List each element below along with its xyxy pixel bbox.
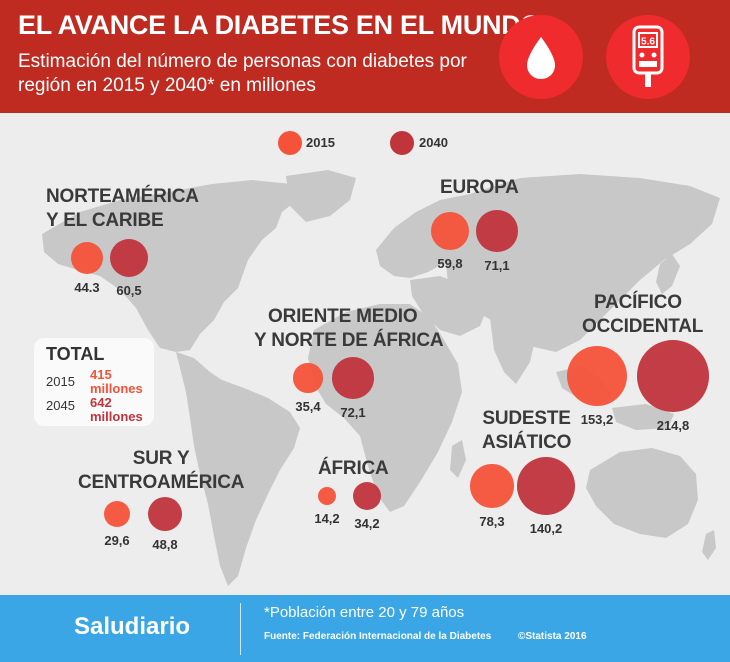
bubble-sur-centroamerica-2040 [147,496,183,532]
world-map [42,170,720,586]
region-label-sudeste: SUDESTE ASIÁTICO [482,408,572,453]
bubble-sur-centroamerica-2015 [103,500,131,528]
total-value-1: 415 millones [90,367,143,396]
region-label-norteamerica: NORTEAMÉRICA Y EL CARIBE [46,186,199,231]
page-subtitle: Estimación del número de personas con di… [18,51,467,96]
legend-2040-swatch [390,131,414,155]
brand-logo: Saludiario [74,613,191,640]
footnote: *Población entre 20 y 79 años [264,604,465,621]
value-label-oriente-medio-2040: 72,1 [340,404,366,420]
legend-2040-label: 2040 [419,135,448,150]
header-banner: EL AVANCE LA DIABETES EN EL MUNDO Estima… [0,0,730,113]
value-label-africa-2015: 14,2 [314,511,340,527]
bubble-oriente-medio-2015 [293,363,323,393]
region-label-sur-centroamerica: SUR Y CENTROAMÉRICA [78,448,245,493]
bubble-norteamerica-2015 [70,241,104,275]
bubble-africa-2015 [317,486,337,506]
bubble-pacifico-2015 [566,345,628,407]
blood-drop-icon [499,15,583,99]
bubble-oriente-medio-2040 [332,357,374,399]
legend-2015-swatch [278,131,302,155]
region-label-europa: EUROPA [440,177,519,198]
region-label-pacifico: PACÍFICO OCCIDENTAL [582,292,704,337]
bubble-pacifico-2040 [637,340,709,412]
legend-2015-label: 2015 [306,135,335,150]
bubble-sudeste-2040 [517,457,575,515]
value-label-sudeste-2015: 78,3 [479,513,505,529]
value-label-europa-2015: 59,8 [437,255,463,271]
value-label-africa-2040: 34,2 [354,516,380,532]
total-summary-box: TOTAL 2015 415 millones 2045 642 millone… [34,338,154,426]
footer-divider [240,603,241,655]
total-value-2: 642 millones [90,395,143,424]
value-label-sudeste-2040: 140,2 [529,520,563,536]
value-label-oriente-medio-2015: 35,4 [295,398,321,414]
glucose-meter-icon: 5.6 [606,15,690,99]
value-label-norteamerica-2040: 60,5 [116,282,142,298]
bubble-europa-2015 [431,212,469,250]
page-title: EL AVANCE LA DIABETES EN EL MUNDO [18,10,542,40]
bubble-europa-2040 [476,210,518,252]
bubble-norteamerica-2040 [110,239,148,277]
region-label-africa: ÁFRICA [318,458,389,479]
value-label-norteamerica-2015: 44.3 [74,280,100,296]
bubble-sudeste-2015 [470,464,514,508]
region-label-oriente-medio: ORIENTE MEDIO Y NORTE DE ÁFRICA [254,306,444,351]
glucose-reading: 5.6 [641,37,655,48]
footer-bar: Saludiario *Población entre 20 y 79 años… [0,595,730,662]
total-title: TOTAL [46,344,105,364]
credit-text: ©Statista 2016 [518,631,587,642]
value-label-sur-centroamerica-2015: 29,6 [104,533,130,549]
bubble-africa-2040 [352,481,382,511]
value-label-sur-centroamerica-2040: 48,8 [152,537,178,553]
total-year-2: 2045 [46,398,75,413]
value-label-pacifico-2015: 153,2 [580,412,614,428]
value-label-pacifico-2040: 214,8 [656,417,690,433]
total-year-1: 2015 [46,374,75,389]
source-text: Fuente: Federación Internacional de la D… [264,631,492,642]
value-label-europa-2040: 71,1 [484,257,510,273]
